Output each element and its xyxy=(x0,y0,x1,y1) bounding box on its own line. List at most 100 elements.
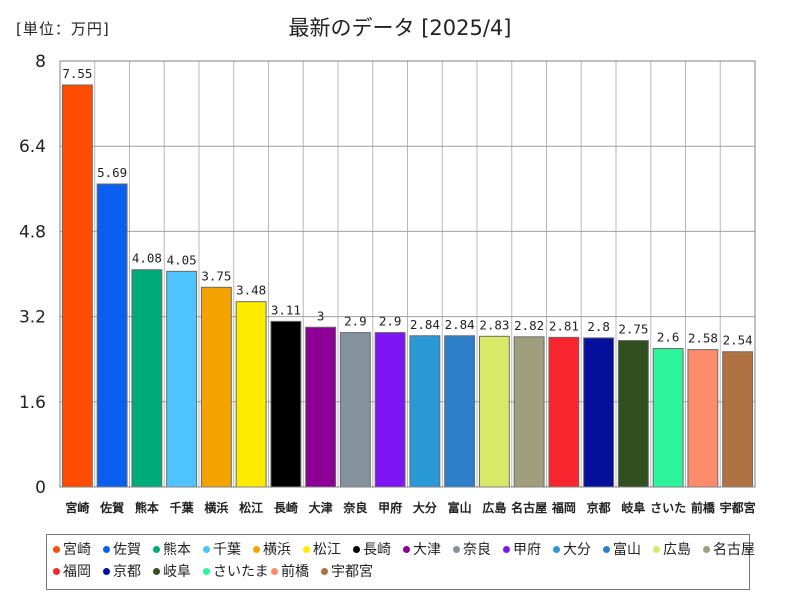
legend-item: 佐賀 xyxy=(103,540,141,560)
bar xyxy=(478,335,510,488)
data-label: 2.84 xyxy=(445,317,475,332)
legend-label: 前橋 xyxy=(281,564,309,580)
legend-swatch xyxy=(453,545,460,553)
legend-item: 長崎 xyxy=(353,540,391,560)
data-label: 2.75 xyxy=(618,322,648,337)
bar xyxy=(270,320,302,488)
legend-item: 大分 xyxy=(553,540,591,560)
bar xyxy=(513,336,545,488)
legend-swatch xyxy=(353,545,360,553)
legend-item: 前橋 xyxy=(271,562,309,582)
legend-item: 熊本 xyxy=(153,540,191,560)
legend-swatch xyxy=(53,567,60,575)
legend-item: 岐阜 xyxy=(153,562,191,582)
bar xyxy=(617,340,649,488)
data-label: 4.05 xyxy=(167,252,197,267)
data-label: 4.08 xyxy=(132,251,162,266)
legend-label: 千葉 xyxy=(213,542,241,558)
legend-label: 大分 xyxy=(563,542,591,558)
data-label: 2.9 xyxy=(344,314,367,329)
bar xyxy=(374,332,406,488)
legend-item: 大津 xyxy=(403,540,441,560)
x-tick-label: 岐阜 xyxy=(621,500,645,515)
legend-swatch xyxy=(321,567,328,575)
data-label: 2.9 xyxy=(379,314,402,329)
bar xyxy=(548,336,580,488)
legend-swatch xyxy=(153,545,160,553)
x-tick-label: 福岡 xyxy=(551,500,576,515)
x-tick-label: 奈良 xyxy=(342,500,367,515)
bar xyxy=(409,335,441,488)
legend-item: さいたま xyxy=(203,562,269,582)
legend-label: 宮崎 xyxy=(63,542,91,558)
legend-item: 横浜 xyxy=(253,540,291,560)
bar xyxy=(166,270,198,488)
bar xyxy=(687,349,719,488)
legend-swatch xyxy=(153,567,160,575)
bar xyxy=(61,84,93,488)
bar xyxy=(305,326,337,488)
legend-swatch xyxy=(53,545,60,553)
legend-label: 大津 xyxy=(413,542,441,558)
legend-item: 富山 xyxy=(603,540,641,560)
legend-swatch xyxy=(403,545,410,553)
data-label: 3.48 xyxy=(236,283,266,298)
data-label: 2.54 xyxy=(723,333,753,348)
data-label: 2.82 xyxy=(514,318,544,333)
x-tick-label: 前橋 xyxy=(691,500,716,515)
data-label: 2.6 xyxy=(657,330,680,345)
legend-item: 宮崎 xyxy=(53,540,91,560)
legend-item: 広島 xyxy=(653,540,691,560)
legend-item: 福岡 xyxy=(53,562,91,582)
y-tick-label: 0 xyxy=(35,478,46,498)
data-label: 7.55 xyxy=(62,66,92,81)
x-tick-label: 富山 xyxy=(448,500,472,515)
data-label: 2.83 xyxy=(479,317,509,332)
x-tick-label: 大津 xyxy=(309,500,333,515)
data-label: 3 xyxy=(317,308,325,323)
data-label: 2.81 xyxy=(549,318,579,333)
legend-item: 甲府 xyxy=(503,540,541,560)
legend-swatch xyxy=(203,567,210,575)
data-label: 5.69 xyxy=(97,165,127,180)
x-tick-label: さいた xyxy=(650,501,686,515)
y-tick-label: 1.6 xyxy=(19,393,46,413)
x-tick-label: 宇都宮 xyxy=(720,500,756,515)
x-tick-label: 熊本 xyxy=(135,500,159,515)
data-label: 3.11 xyxy=(271,302,301,317)
legend-label: 奈良 xyxy=(463,542,491,558)
bar xyxy=(200,286,232,488)
legend-label: 富山 xyxy=(613,542,641,558)
legend-label: 横浜 xyxy=(263,542,291,558)
legend-label: 京都 xyxy=(113,564,141,580)
unit-label: [単位：万円] xyxy=(16,20,110,38)
legend-swatch xyxy=(603,545,610,553)
x-tick-label: 佐賀 xyxy=(99,500,124,515)
legend-item: 宇都宮 xyxy=(321,562,373,582)
legend-swatch xyxy=(553,545,560,553)
bar xyxy=(96,183,128,488)
legend-swatch xyxy=(103,545,110,553)
y-tick-label: 3.2 xyxy=(19,308,46,328)
legend-label: 熊本 xyxy=(163,542,191,558)
bar-chart: 0 1.6 3.2 4.8 6.4 8 7.55 宮崎 5.69 佐賀 4.08 熊本 4.05 千葉 3.… xyxy=(19,52,756,515)
chart-title: 最新のデータ [2025/4] xyxy=(288,16,512,40)
bar xyxy=(131,269,163,488)
legend-swatch xyxy=(303,545,310,553)
legend-swatch xyxy=(703,545,710,553)
legend-item: 松江 xyxy=(303,540,341,560)
legend-label: 福岡 xyxy=(63,564,91,580)
legend-swatch xyxy=(653,545,660,553)
y-tick-label: 8 xyxy=(35,52,46,72)
legend-swatch xyxy=(203,545,210,553)
legend-swatch xyxy=(253,545,260,553)
legend-label: 名古屋 xyxy=(713,542,755,558)
bar xyxy=(235,301,267,488)
plot-border xyxy=(59,60,756,488)
legend-swatch xyxy=(103,567,110,575)
x-tick-label: 横浜 xyxy=(204,500,228,515)
y-tick-label: 6.4 xyxy=(19,137,46,157)
x-tick-label: 松江 xyxy=(239,500,263,515)
x-tick-label: 長崎 xyxy=(274,500,298,515)
data-label: 2.84 xyxy=(410,317,440,332)
